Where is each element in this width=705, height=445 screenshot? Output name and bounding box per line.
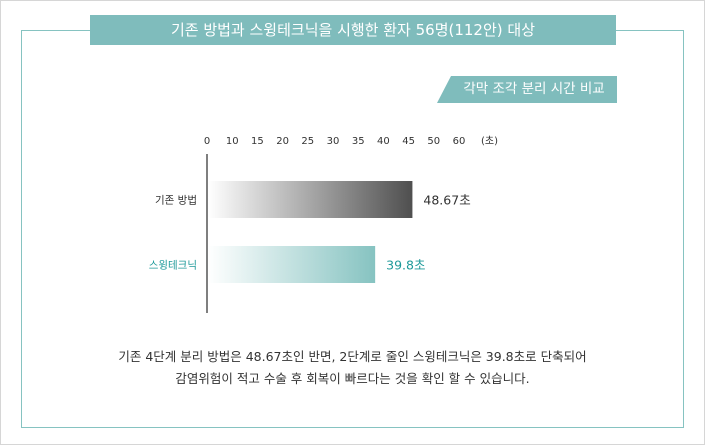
value-label: 48.67초: [423, 193, 470, 208]
value-label: 39.8초: [386, 258, 425, 273]
x-tick-label: 60: [453, 136, 466, 147]
footnote-line-1: 기존 4단계 분리 방법은 48.67초인 반면, 2단계로 줄인 스윙테크닉은…: [118, 349, 587, 364]
header-title: 기존 방법과 스윙테크닉을 시행한 환자 56명(112안) 대상: [170, 21, 536, 39]
footnote: 기존 4단계 분리 방법은 48.67초인 반면, 2단계로 줄인 스윙테크닉은…: [60, 346, 645, 390]
bar-0: [208, 181, 413, 218]
x-tick-label: 20: [276, 136, 289, 147]
x-tick-label: 35: [352, 136, 365, 147]
header-banner: 기존 방법과 스윙테크닉을 시행한 환자 56명(112안) 대상: [90, 15, 616, 45]
tag-shape: [437, 76, 617, 103]
chart-title-tag: 각막 조각 분리 시간 비교: [437, 76, 617, 103]
x-tick-label: 25: [301, 136, 314, 147]
x-tick-label: 15: [251, 136, 264, 147]
footnote-line-2: 감염위험이 적고 수술 후 회복이 빠르다는 것을 확인 할 수 있습니다.: [175, 371, 530, 386]
x-tick-label: 40: [377, 136, 390, 147]
bar-1: [208, 246, 376, 283]
x-tick-label: 45: [402, 136, 415, 147]
chart-title: 각막 조각 분리 시간 비교: [463, 81, 605, 97]
x-tick-label: 30: [327, 136, 340, 147]
category-label: 스윙테크닉: [149, 260, 197, 272]
x-tick-label: 0: [204, 136, 210, 147]
x-tick-label: 10: [226, 136, 239, 147]
category-label: 기존 방법: [155, 195, 197, 207]
x-tick-label: 50: [427, 136, 440, 147]
x-unit-label: (초): [481, 135, 498, 147]
